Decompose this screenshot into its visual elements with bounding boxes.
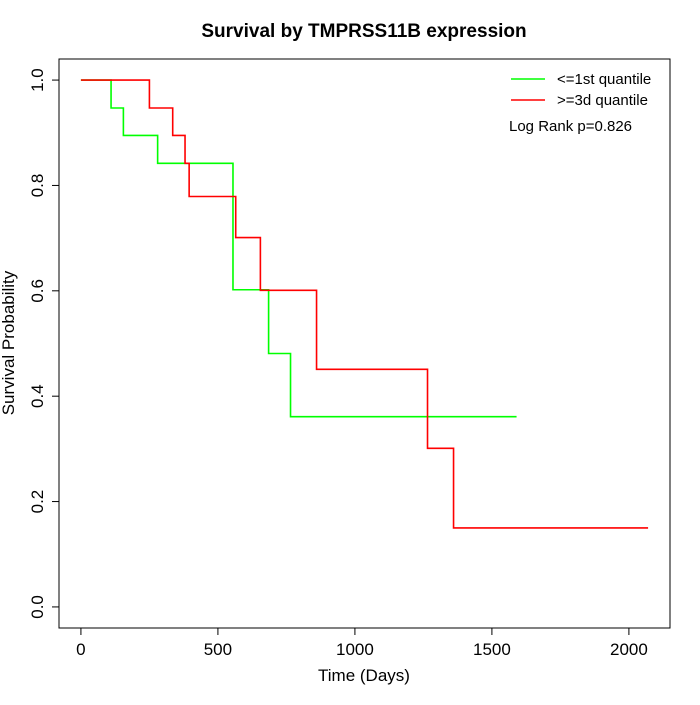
chart-title: Survival by TMPRSS11B expression (201, 21, 526, 42)
y-tick-label: 0.8 (28, 174, 47, 198)
series-line-high-expression (80, 79, 649, 529)
series-lines (80, 79, 649, 529)
x-axis-label: Time (Days) (318, 666, 410, 685)
x-tick-label: 0 (76, 640, 85, 659)
x-tick-label: 2000 (610, 640, 648, 659)
x-tick-label: 1000 (336, 640, 374, 659)
y-axis-label: Survival Probability (0, 270, 18, 415)
series-line-low-expression (80, 79, 517, 418)
x-axis: 0 500 1000 1500 2000 (76, 627, 648, 659)
x-tick-label: 500 (204, 640, 232, 659)
plot-frame (58, 58, 671, 629)
x-tick-label: 1500 (473, 640, 511, 659)
y-tick-label: 1.0 (28, 68, 47, 92)
y-tick-label: 0.0 (28, 595, 47, 619)
legend: <=1st quantile >=3d quantile (511, 71, 651, 109)
y-axis: 0.0 0.2 0.4 0.6 0.8 1.0 (28, 68, 60, 619)
y-tick-label: 0.6 (28, 279, 47, 303)
legend-label: <=1st quantile (557, 71, 651, 88)
log-rank-annotation: Log Rank p=0.826 (509, 118, 632, 135)
legend-label: >=3d quantile (557, 92, 648, 109)
y-tick-label: 0.2 (28, 490, 47, 514)
y-tick-label: 0.4 (28, 384, 47, 408)
